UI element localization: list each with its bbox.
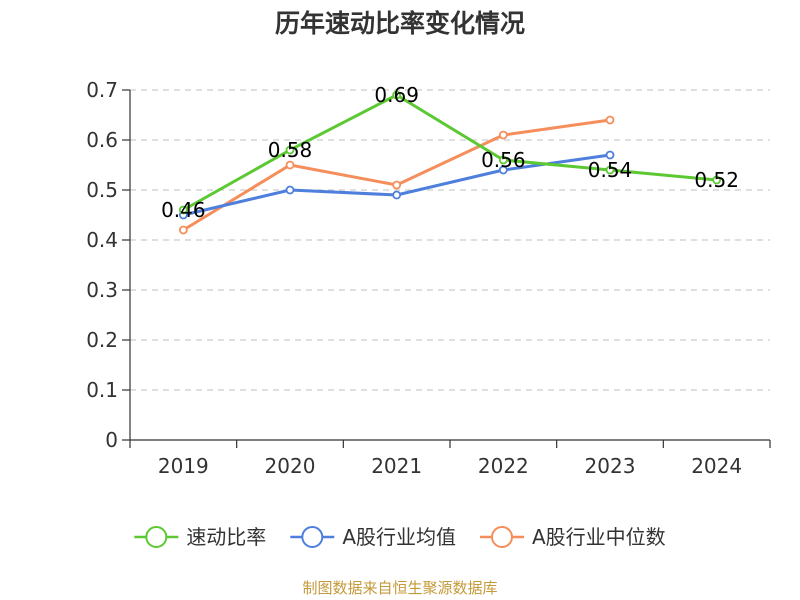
data-point[interactable] bbox=[285, 145, 295, 155]
legend-label: A股行业均值 bbox=[342, 525, 456, 549]
x-tick-label: 2021 bbox=[371, 454, 422, 478]
legend-marker bbox=[145, 526, 168, 548]
data-point[interactable] bbox=[498, 165, 508, 175]
y-tick-label: 0.2 bbox=[86, 328, 118, 352]
x-tick-label: 2023 bbox=[585, 454, 636, 478]
source-note: 制图数据来自恒生聚源数据库 bbox=[302, 579, 497, 597]
data-label: 0.52 bbox=[694, 168, 739, 192]
data-label: 0.69 bbox=[374, 83, 419, 107]
data-point[interactable] bbox=[498, 130, 508, 140]
x-tick-label: 2024 bbox=[691, 454, 742, 478]
series-line-0 bbox=[181, 93, 719, 212]
y-tick-label: 0.1 bbox=[86, 378, 118, 402]
data-point[interactable] bbox=[392, 90, 402, 100]
data-point[interactable] bbox=[285, 185, 295, 195]
data-label: 0.56 bbox=[481, 148, 526, 172]
data-label: 0.54 bbox=[588, 158, 633, 182]
y-tick-label: 0.3 bbox=[86, 278, 118, 302]
y-tick-label: 0.7 bbox=[86, 78, 118, 102]
x-tick-label: 2019 bbox=[158, 454, 209, 478]
legend-label: 速动比率 bbox=[186, 525, 266, 549]
data-point[interactable] bbox=[392, 190, 402, 200]
legend[interactable]: 速动比率 A股行业均值 A股行业中位数 bbox=[134, 525, 666, 549]
data-point[interactable] bbox=[285, 160, 295, 170]
data-point[interactable] bbox=[605, 150, 615, 160]
data-point[interactable] bbox=[498, 155, 508, 165]
legend-marker bbox=[301, 526, 324, 548]
y-tick-label: 0.4 bbox=[86, 228, 118, 252]
x-tick-label: 2020 bbox=[265, 454, 316, 478]
legend-item-1[interactable]: A股行业均值 bbox=[290, 525, 456, 549]
legend-label: A股行业中位数 bbox=[532, 525, 666, 549]
legend-marker bbox=[491, 526, 513, 548]
y-tick-label: 0 bbox=[105, 428, 118, 452]
y-tick-label: 0.6 bbox=[86, 128, 118, 152]
data-point[interactable] bbox=[178, 225, 188, 235]
data-point[interactable] bbox=[605, 115, 615, 125]
data-labels: 0.46 0.58 0.69 0.56 0.54 0.52 bbox=[161, 83, 739, 222]
data-point[interactable] bbox=[605, 165, 615, 175]
data-point[interactable] bbox=[178, 205, 188, 215]
legend-item-0[interactable]: 速动比率 bbox=[134, 525, 266, 549]
x-tick-label: 2022 bbox=[478, 454, 529, 478]
legend-item-2[interactable]: A股行业中位数 bbox=[480, 525, 666, 549]
data-label: 0.46 bbox=[161, 198, 206, 222]
y-tick-label: 0.5 bbox=[86, 178, 118, 202]
chart-title: 历年速动比率变化情况 bbox=[275, 9, 525, 38]
axes: 0 0.1 0.2 0.3 0.4 0.5 0.6 0.7 2019 2020 2021 2022 20… bbox=[86, 78, 771, 478]
grid-lines bbox=[130, 89, 770, 391]
data-label: 0.58 bbox=[268, 138, 313, 162]
data-point[interactable] bbox=[392, 180, 402, 190]
series-layer bbox=[178, 90, 722, 235]
data-point[interactable] bbox=[712, 175, 722, 185]
